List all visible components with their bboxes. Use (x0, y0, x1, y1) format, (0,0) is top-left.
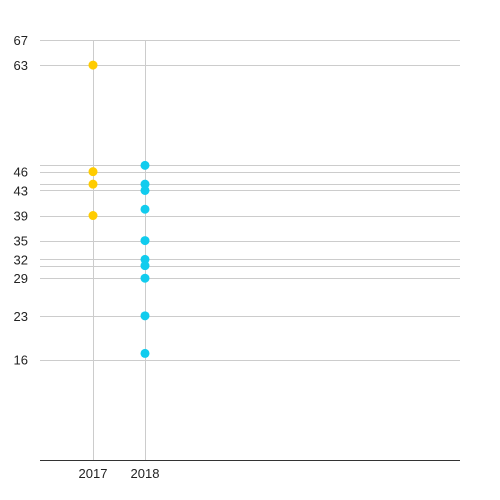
point-2018-5 (140, 254, 150, 264)
point-2018-0 (140, 160, 150, 170)
y-tick-label-16: 16 (14, 353, 28, 368)
point-2018-9 (140, 348, 150, 358)
y-tick-label-39: 39 (14, 209, 28, 224)
x-tick-label-2017: 2017 (79, 466, 108, 481)
point-2018-2 (140, 185, 150, 195)
y-tick-label-23: 23 (14, 309, 28, 324)
y-tick-label-46: 46 (14, 165, 28, 180)
y-tick-label-63: 63 (14, 58, 28, 73)
point-2018-4 (140, 236, 150, 246)
point-2018-3 (140, 204, 150, 214)
x-tick-label-2018: 2018 (131, 466, 160, 481)
data-points (88, 60, 150, 358)
point-2018-8 (140, 311, 150, 321)
y-tick-label-35: 35 (14, 234, 28, 249)
point-2018-6 (140, 261, 150, 271)
point-2017-0 (88, 60, 98, 70)
point-2018-1 (140, 179, 150, 189)
y-tick-label-43: 43 (14, 183, 28, 198)
point-2017-3 (88, 211, 98, 221)
tick-labels: 16 23 29 32 35 39 43 46 63 67 2017 2018 (14, 33, 160, 481)
point-2018-7 (140, 273, 150, 283)
point-2017-1 (88, 167, 98, 177)
y-tick-label-67: 67 (14, 33, 28, 48)
point-2017-2 (88, 179, 98, 189)
y-tick-label-32: 32 (14, 252, 28, 267)
y-tick-label-29: 29 (14, 271, 28, 286)
grid-layer (40, 40, 460, 460)
